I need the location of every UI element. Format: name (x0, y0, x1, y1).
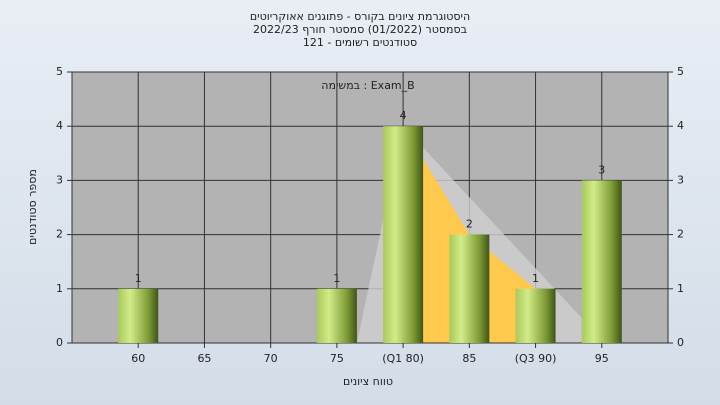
y2-tick-label: 0 (677, 336, 684, 349)
x-tick-label: 60 (131, 352, 145, 365)
y2-tick-label: 1 (677, 282, 684, 295)
y-tick-label: 3 (56, 173, 63, 186)
y-axis-label: מספר סטודנטים (26, 169, 39, 245)
y2-tick-label: 5 (677, 65, 684, 78)
y-tick-label: 1 (56, 282, 63, 295)
x-axis-label: טווח ציונים (343, 375, 393, 388)
data-label: 4 (400, 109, 407, 122)
data-label: 1 (532, 272, 539, 285)
y-tick-label: 2 (56, 228, 63, 241)
y-tick-label: 5 (56, 65, 63, 78)
data-label: 1 (333, 272, 340, 285)
plot-layer: 0 1 2 3 4 5 0 1 2 3 4 5 1 60 65 70 1 75 4 (Q1 80) 2 85 1 (Q3 90… (56, 65, 684, 365)
plot-border (71, 71, 669, 344)
y2-tick-label: 2 (677, 228, 684, 241)
bar (383, 126, 424, 343)
chart-subtitle: בסמסטר (01/2022) סמסטר חורף 2022/23 (253, 23, 467, 36)
annotation: Exam_B : במשימה (321, 79, 414, 92)
data-label: 3 (598, 163, 605, 176)
x-tick-label: 85 (462, 352, 476, 365)
chart-subtitle: סטודנטים רשומים - 121 (303, 36, 417, 49)
y-tick-label: 0 (56, 336, 63, 349)
y2-tick-label: 4 (677, 119, 684, 132)
y-tick-label: 4 (56, 119, 63, 132)
y2-tick-label: 3 (677, 173, 684, 186)
x-tick-label: 95 (595, 352, 609, 365)
x-tick-label: 75 (330, 352, 344, 365)
x-tick-label: (Q3 90) (515, 352, 557, 365)
x-tick-label: (Q1 80) (382, 352, 424, 365)
bar (515, 288, 556, 343)
x-tick-label: 70 (264, 352, 278, 365)
bar (316, 288, 357, 343)
data-label: 1 (135, 272, 142, 285)
bar (118, 288, 159, 343)
x-tick-label: 65 (197, 352, 211, 365)
chart-title: היסטוגרמת ציונים בקורס - פתוגנים אאוקריו… (250, 10, 470, 23)
data-label: 2 (466, 218, 473, 231)
bar (581, 180, 622, 343)
bar (449, 234, 490, 343)
